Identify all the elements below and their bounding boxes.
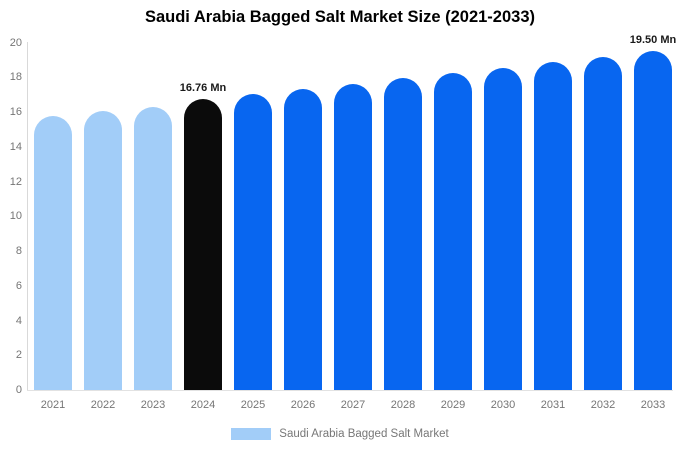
x-tick-label: 2033 [640, 399, 666, 411]
x-tick-label: 2025 [240, 399, 266, 411]
bar-2025[interactable] [234, 94, 272, 390]
x-tick-label: 2028 [390, 399, 416, 411]
bar-2023[interactable] [134, 107, 172, 390]
legend-swatch [231, 428, 272, 440]
value-annotation-2024: 16.76 Mn [179, 82, 227, 94]
y-tick-label: 10 [9, 210, 22, 222]
bar-2024[interactable] [184, 99, 222, 390]
x-tick-label: 2026 [290, 399, 316, 411]
chart-title: Saudi Arabia Bagged Salt Market Size (20… [144, 8, 536, 26]
x-tick-label: 2027 [340, 399, 366, 411]
y-tick-label: 14 [9, 141, 22, 153]
x-tick-label: 2032 [590, 399, 616, 411]
bar-2029[interactable] [434, 73, 472, 390]
y-tick-label: 16 [9, 106, 22, 118]
x-axis-line [27, 390, 673, 391]
y-tick-label: 20 [9, 37, 22, 49]
y-tick-label: 6 [15, 280, 22, 292]
bar-2031[interactable] [534, 62, 572, 390]
value-annotation-2033: 19.50 Mn [629, 34, 677, 46]
x-tick-label: 2024 [190, 399, 216, 411]
bar-2033[interactable] [634, 51, 672, 390]
y-tick-label: 12 [9, 176, 22, 188]
x-tick-label: 2023 [140, 399, 166, 411]
bar-2022[interactable] [84, 111, 122, 390]
x-tick-label: 2031 [540, 399, 566, 411]
bar-2030[interactable] [484, 68, 522, 390]
bar-2027[interactable] [334, 84, 372, 390]
y-tick-label: 8 [15, 245, 22, 257]
bar-2028[interactable] [384, 78, 422, 390]
legend-item[interactable]: Saudi Arabia Bagged Salt Market [0, 426, 680, 442]
y-axis-line [27, 42, 28, 390]
legend-label: Saudi Arabia Bagged Salt Market [279, 428, 449, 440]
x-tick-label: 2029 [440, 399, 466, 411]
bar-2021[interactable] [34, 116, 72, 390]
y-tick-label: 0 [15, 384, 22, 396]
x-tick-label: 2030 [490, 399, 516, 411]
y-tick-label: 18 [9, 71, 22, 83]
x-tick-label: 2022 [90, 399, 116, 411]
bar-2026[interactable] [284, 89, 322, 390]
bar-2032[interactable] [584, 57, 622, 390]
y-tick-label: 4 [15, 315, 22, 327]
y-tick-label: 2 [15, 349, 22, 361]
x-tick-label: 2021 [40, 399, 66, 411]
